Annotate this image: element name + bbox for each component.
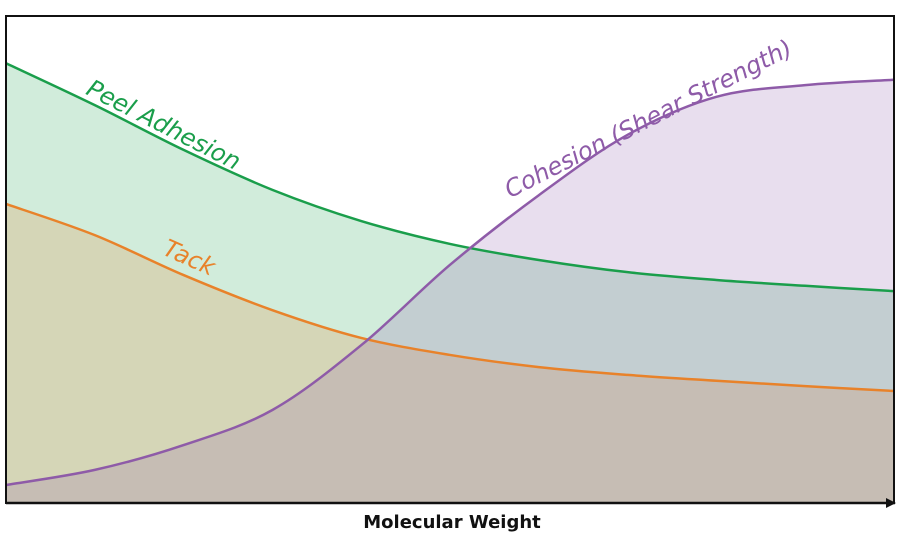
area-fill — [6, 203, 894, 503]
area-fill — [6, 63, 894, 503]
x-axis-label: Molecular Weight — [363, 512, 541, 533]
area-fill — [6, 79, 894, 503]
series-line — [5, 62, 895, 293]
series-line — [5, 202, 895, 393]
lines — [5, 62, 895, 487]
series-line — [5, 78, 895, 487]
areas — [6, 63, 894, 503]
